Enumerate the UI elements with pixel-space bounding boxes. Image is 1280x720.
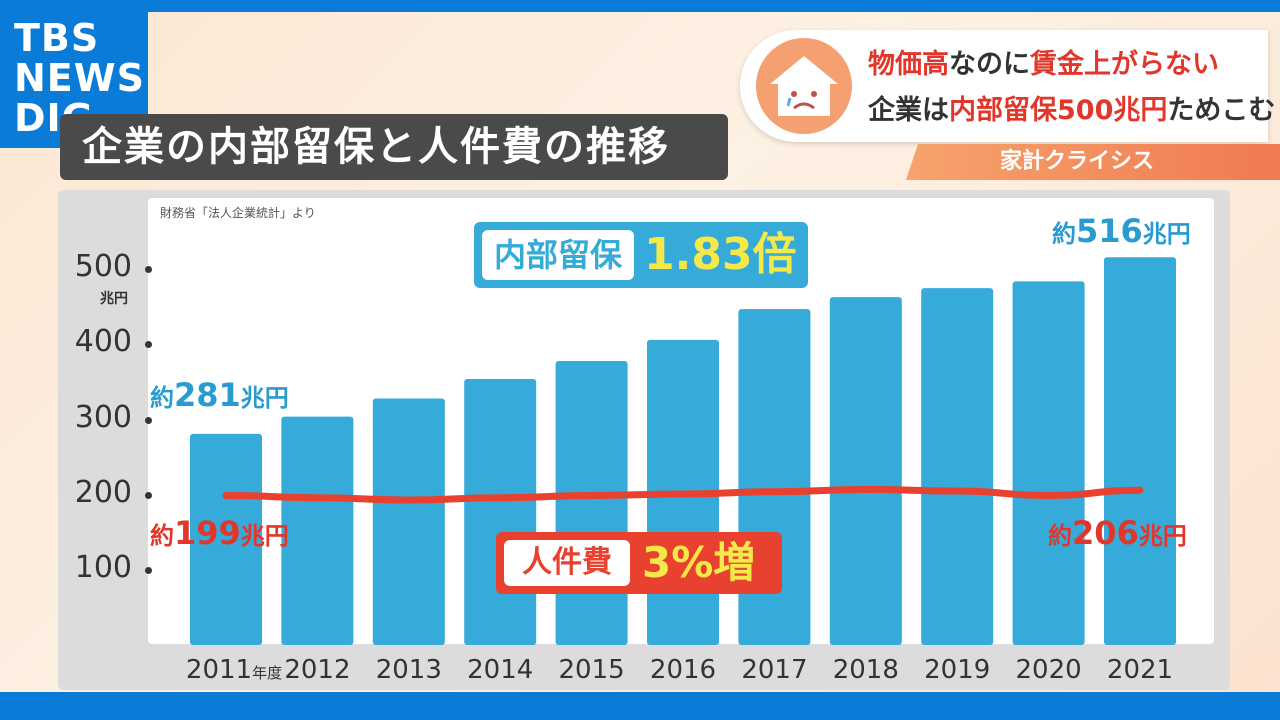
- labor-label: 人件費: [504, 540, 630, 586]
- retained-start-annotation: 約281兆円: [150, 376, 289, 414]
- x-tick-label: 2012: [284, 655, 350, 685]
- headline-line1: 物価高なのに賃金上がらない: [868, 49, 1219, 80]
- retained-earnings-bar: [190, 433, 262, 645]
- logo-line2: NEWS: [14, 56, 146, 100]
- x-tick-label: 2019: [924, 655, 990, 685]
- logo-line1: TBS: [14, 16, 100, 60]
- x-tick-label: 2011年度: [186, 655, 282, 685]
- headline-line2: 企業は内部留保500兆円ためこむ: [868, 95, 1276, 126]
- labor-start-annotation: 約199兆円: [150, 514, 289, 552]
- headline-panel: 物価高なのに賃金上がらない 企業は内部留保500兆円ためこむ: [740, 30, 1275, 142]
- x-tick-label: 2017: [741, 655, 807, 685]
- sad-house-icon: [756, 38, 852, 134]
- top-accent-bar: [0, 0, 1280, 12]
- y-tick-mark: [145, 341, 152, 349]
- y-tick-label: 300: [74, 399, 132, 435]
- y-tick-mark: [145, 566, 152, 574]
- tbs-news-dig-logo: TBS NEWS DIG▾: [0, 12, 148, 148]
- source-note: 財務省「法人企業統計」より: [160, 206, 316, 220]
- retained-end-annotation: 約516兆円: [1052, 212, 1191, 250]
- retained-earnings-bar: [829, 297, 902, 645]
- y-tick-mark: [145, 491, 152, 499]
- retained-earnings-bar: [372, 398, 445, 645]
- x-tick-label: 2021: [1107, 655, 1173, 685]
- y-tick-label: 400: [74, 324, 132, 360]
- x-tick-label: 2015: [559, 655, 625, 685]
- retained-label: 内部留保: [482, 230, 634, 280]
- retained-earnings-badge: 内部留保 1.83倍: [474, 222, 808, 288]
- x-tick-label: 2013: [376, 655, 442, 685]
- retained-earnings-bar: [738, 309, 811, 645]
- x-tick-label: 2020: [1016, 655, 1082, 685]
- x-tick-label: 2016: [650, 655, 716, 685]
- labor-increase: 3%増: [642, 538, 756, 587]
- y-tick-label: 200: [74, 474, 132, 510]
- retained-earnings-bar: [921, 288, 994, 645]
- labor-cost-badge: 人件費 3%増: [496, 532, 782, 594]
- y-tick-label: 500: [74, 249, 132, 285]
- retained-earnings-bar: [464, 379, 537, 645]
- x-tick-label: 2014: [467, 655, 533, 685]
- labor-cost-line: [222, 485, 1144, 504]
- y-tick-mark: [145, 416, 152, 424]
- retained-ratio: 1.83倍: [644, 229, 797, 280]
- chart-title: 企業の内部留保と人件費の推移: [60, 114, 728, 180]
- y-tick-label: 100: [74, 549, 132, 585]
- category-tag: 家計クライシス: [906, 144, 1280, 180]
- retained-earnings-bar: [1012, 281, 1085, 645]
- y-tick-mark: [145, 266, 152, 274]
- bottom-accent-bar: [0, 692, 1280, 720]
- retained-earnings-bar: [555, 360, 628, 645]
- y-axis-unit: 兆円: [100, 291, 128, 307]
- retained-earnings-bar: [1104, 257, 1176, 645]
- labor-end-annotation: 約206兆円: [1048, 514, 1187, 552]
- x-tick-label: 2018: [833, 655, 899, 685]
- retained-earnings-bar: [281, 416, 354, 645]
